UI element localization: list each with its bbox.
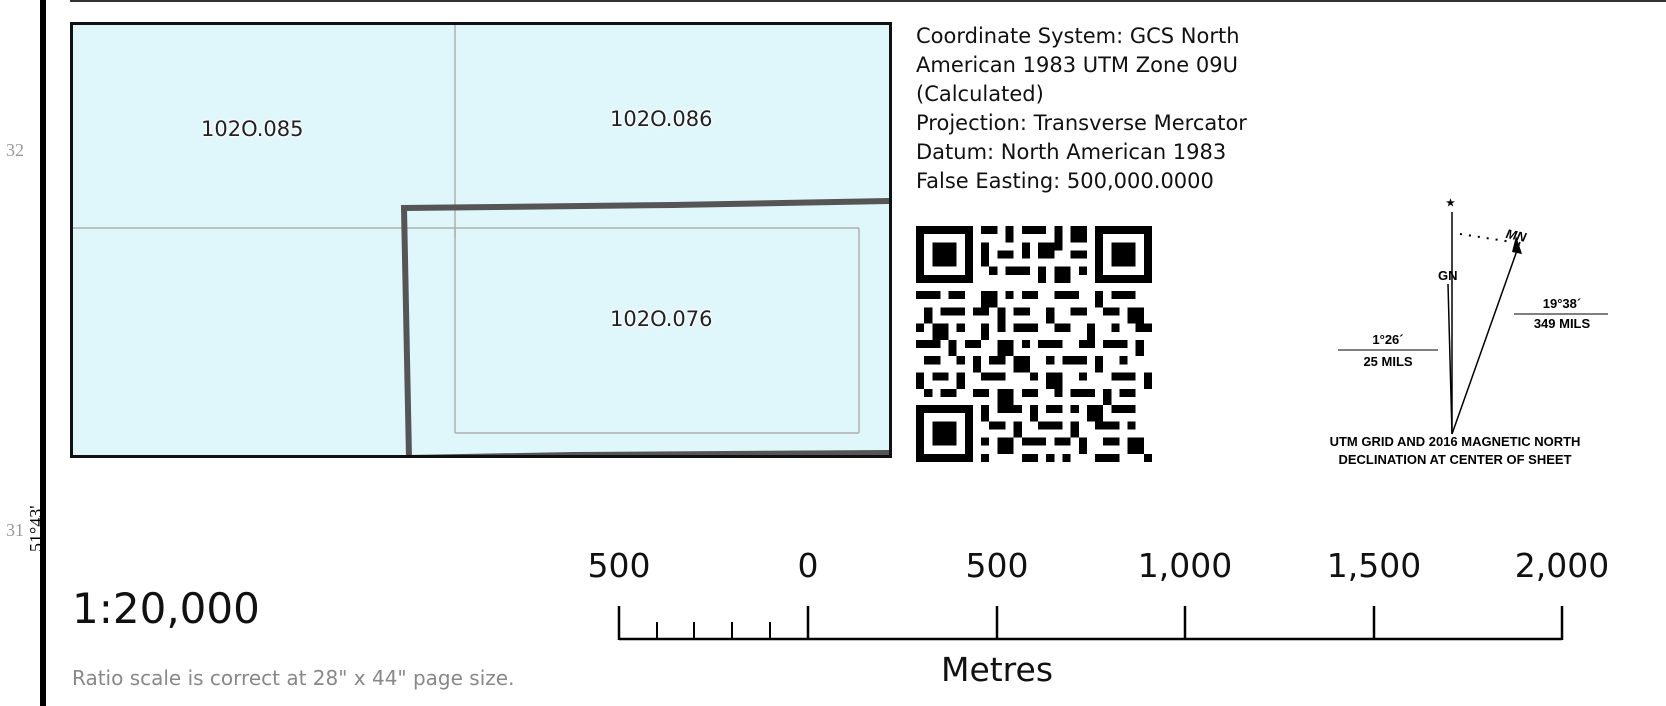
scale-tick-label: 2,000 (1514, 546, 1610, 585)
latitude-label: 51°43' (26, 505, 46, 552)
gn-angle-degrees: 1°26´ (1372, 332, 1404, 347)
mn-angle-mils: 349 MILS (1533, 316, 1591, 331)
top-rule (70, 0, 1666, 2)
true-north-star-icon: ★ (1446, 198, 1455, 209)
ratio-scale-note: Ratio scale is correct at 28" x 44" page… (72, 666, 515, 690)
declination-caption-line1: UTM GRID AND 2016 MAGNETIC NORTH (1329, 434, 1581, 449)
sheet-label-086: 102O.086 (610, 107, 713, 131)
map-frame-left (40, 0, 46, 706)
grid-number-32: 32 (6, 140, 24, 160)
coordinate-system-info: Coordinate System: GCS North American 19… (916, 24, 1247, 193)
scale-units: Metres (940, 650, 1054, 689)
scale-tick-label: 500 (587, 546, 651, 585)
declination-lines (1338, 212, 1608, 435)
scale-tick-label: 1,000 (1137, 546, 1233, 585)
declination-caption-line2: DECLINATION AT CENTER OF SHEET (1338, 452, 1572, 467)
mn-angle-degrees: 19°38´ (1542, 296, 1582, 311)
index-map: 102O.085 102O.086 102O.076 (70, 22, 892, 458)
sheet-label-085: 102O.085 (201, 117, 304, 141)
qr-code (916, 226, 1152, 462)
gn-angle-mils: 25 MILS (1363, 354, 1413, 369)
scale-tick-label: 500 (965, 546, 1029, 585)
scale-tick-label: 1,500 (1326, 546, 1422, 585)
sheet-label-076: 102O.076 (610, 307, 713, 331)
scale-bar: 500 0 500 1,000 1,500 2,000 Metres (560, 540, 1660, 700)
grid-north-label: GN (1438, 268, 1458, 283)
scale-tick-label: 0 (797, 546, 819, 585)
index-map-lines (73, 25, 889, 455)
grid-number-31: 31 (6, 520, 24, 540)
qr-code-graphic (916, 226, 1152, 462)
declination-diagram: ★ GN MN 1°26´ 25 MILS 19°38´ 349 MILS UT… (1300, 196, 1650, 486)
scale-ratio: 1:20,000 (72, 584, 260, 633)
scale-bar-lines (617, 606, 1564, 641)
